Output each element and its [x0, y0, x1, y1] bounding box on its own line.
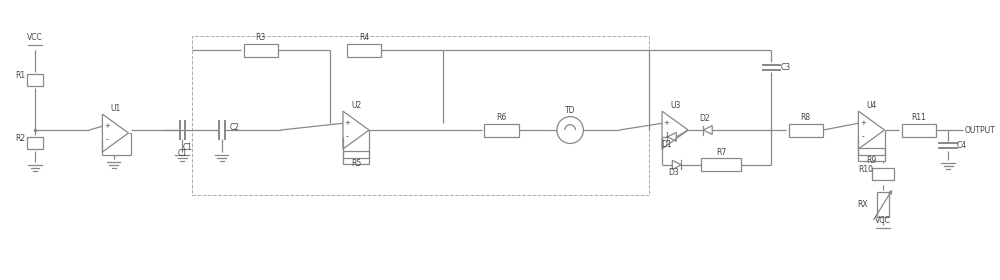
Text: U1: U1	[110, 104, 121, 113]
Text: +: +	[344, 120, 350, 126]
Text: R9: R9	[866, 156, 877, 165]
Text: D1: D1	[662, 140, 672, 149]
Bar	[27, 137, 43, 149]
Text: RX: RX	[858, 200, 868, 209]
Bar	[877, 192, 889, 217]
Bar	[244, 44, 278, 57]
Text: -: -	[106, 135, 108, 144]
Bar	[484, 123, 519, 137]
Text: +: +	[664, 120, 669, 126]
Text: C1: C1	[182, 143, 192, 153]
Text: C3: C3	[780, 63, 790, 72]
Text: C4: C4	[957, 141, 967, 150]
Text: U4: U4	[866, 101, 877, 110]
Text: R11: R11	[911, 113, 926, 122]
Bar	[347, 44, 381, 57]
Text: D2: D2	[700, 114, 710, 123]
Bar	[27, 74, 43, 86]
Text: TD: TD	[565, 106, 575, 115]
Bar	[858, 148, 885, 161]
Text: VCC: VCC	[875, 216, 891, 225]
Text: D3: D3	[668, 168, 679, 177]
Text: R2: R2	[15, 134, 25, 143]
Text: -: -	[862, 132, 864, 141]
Text: -: -	[665, 132, 668, 141]
Text: R3: R3	[256, 34, 266, 43]
Text: U2: U2	[351, 101, 361, 110]
Text: OUTPUT: OUTPUT	[965, 125, 996, 135]
Text: +: +	[860, 120, 866, 126]
Bar	[701, 158, 741, 171]
Bar	[872, 168, 894, 180]
Text: R8: R8	[801, 113, 811, 122]
Bar	[902, 123, 936, 137]
Bar	[343, 151, 369, 164]
Text: +: +	[104, 123, 110, 129]
Text: C2: C2	[229, 123, 239, 132]
Text: R10: R10	[858, 165, 873, 174]
Text: R1: R1	[15, 71, 25, 80]
Text: R7: R7	[716, 148, 726, 157]
Text: R4: R4	[359, 34, 369, 43]
Text: C1: C1	[177, 150, 187, 158]
Text: R6: R6	[496, 113, 507, 122]
Text: R5: R5	[351, 159, 361, 168]
Text: U3: U3	[670, 101, 680, 110]
Bar	[789, 123, 823, 137]
Text: VCC: VCC	[27, 34, 43, 43]
Text: -: -	[346, 132, 349, 141]
